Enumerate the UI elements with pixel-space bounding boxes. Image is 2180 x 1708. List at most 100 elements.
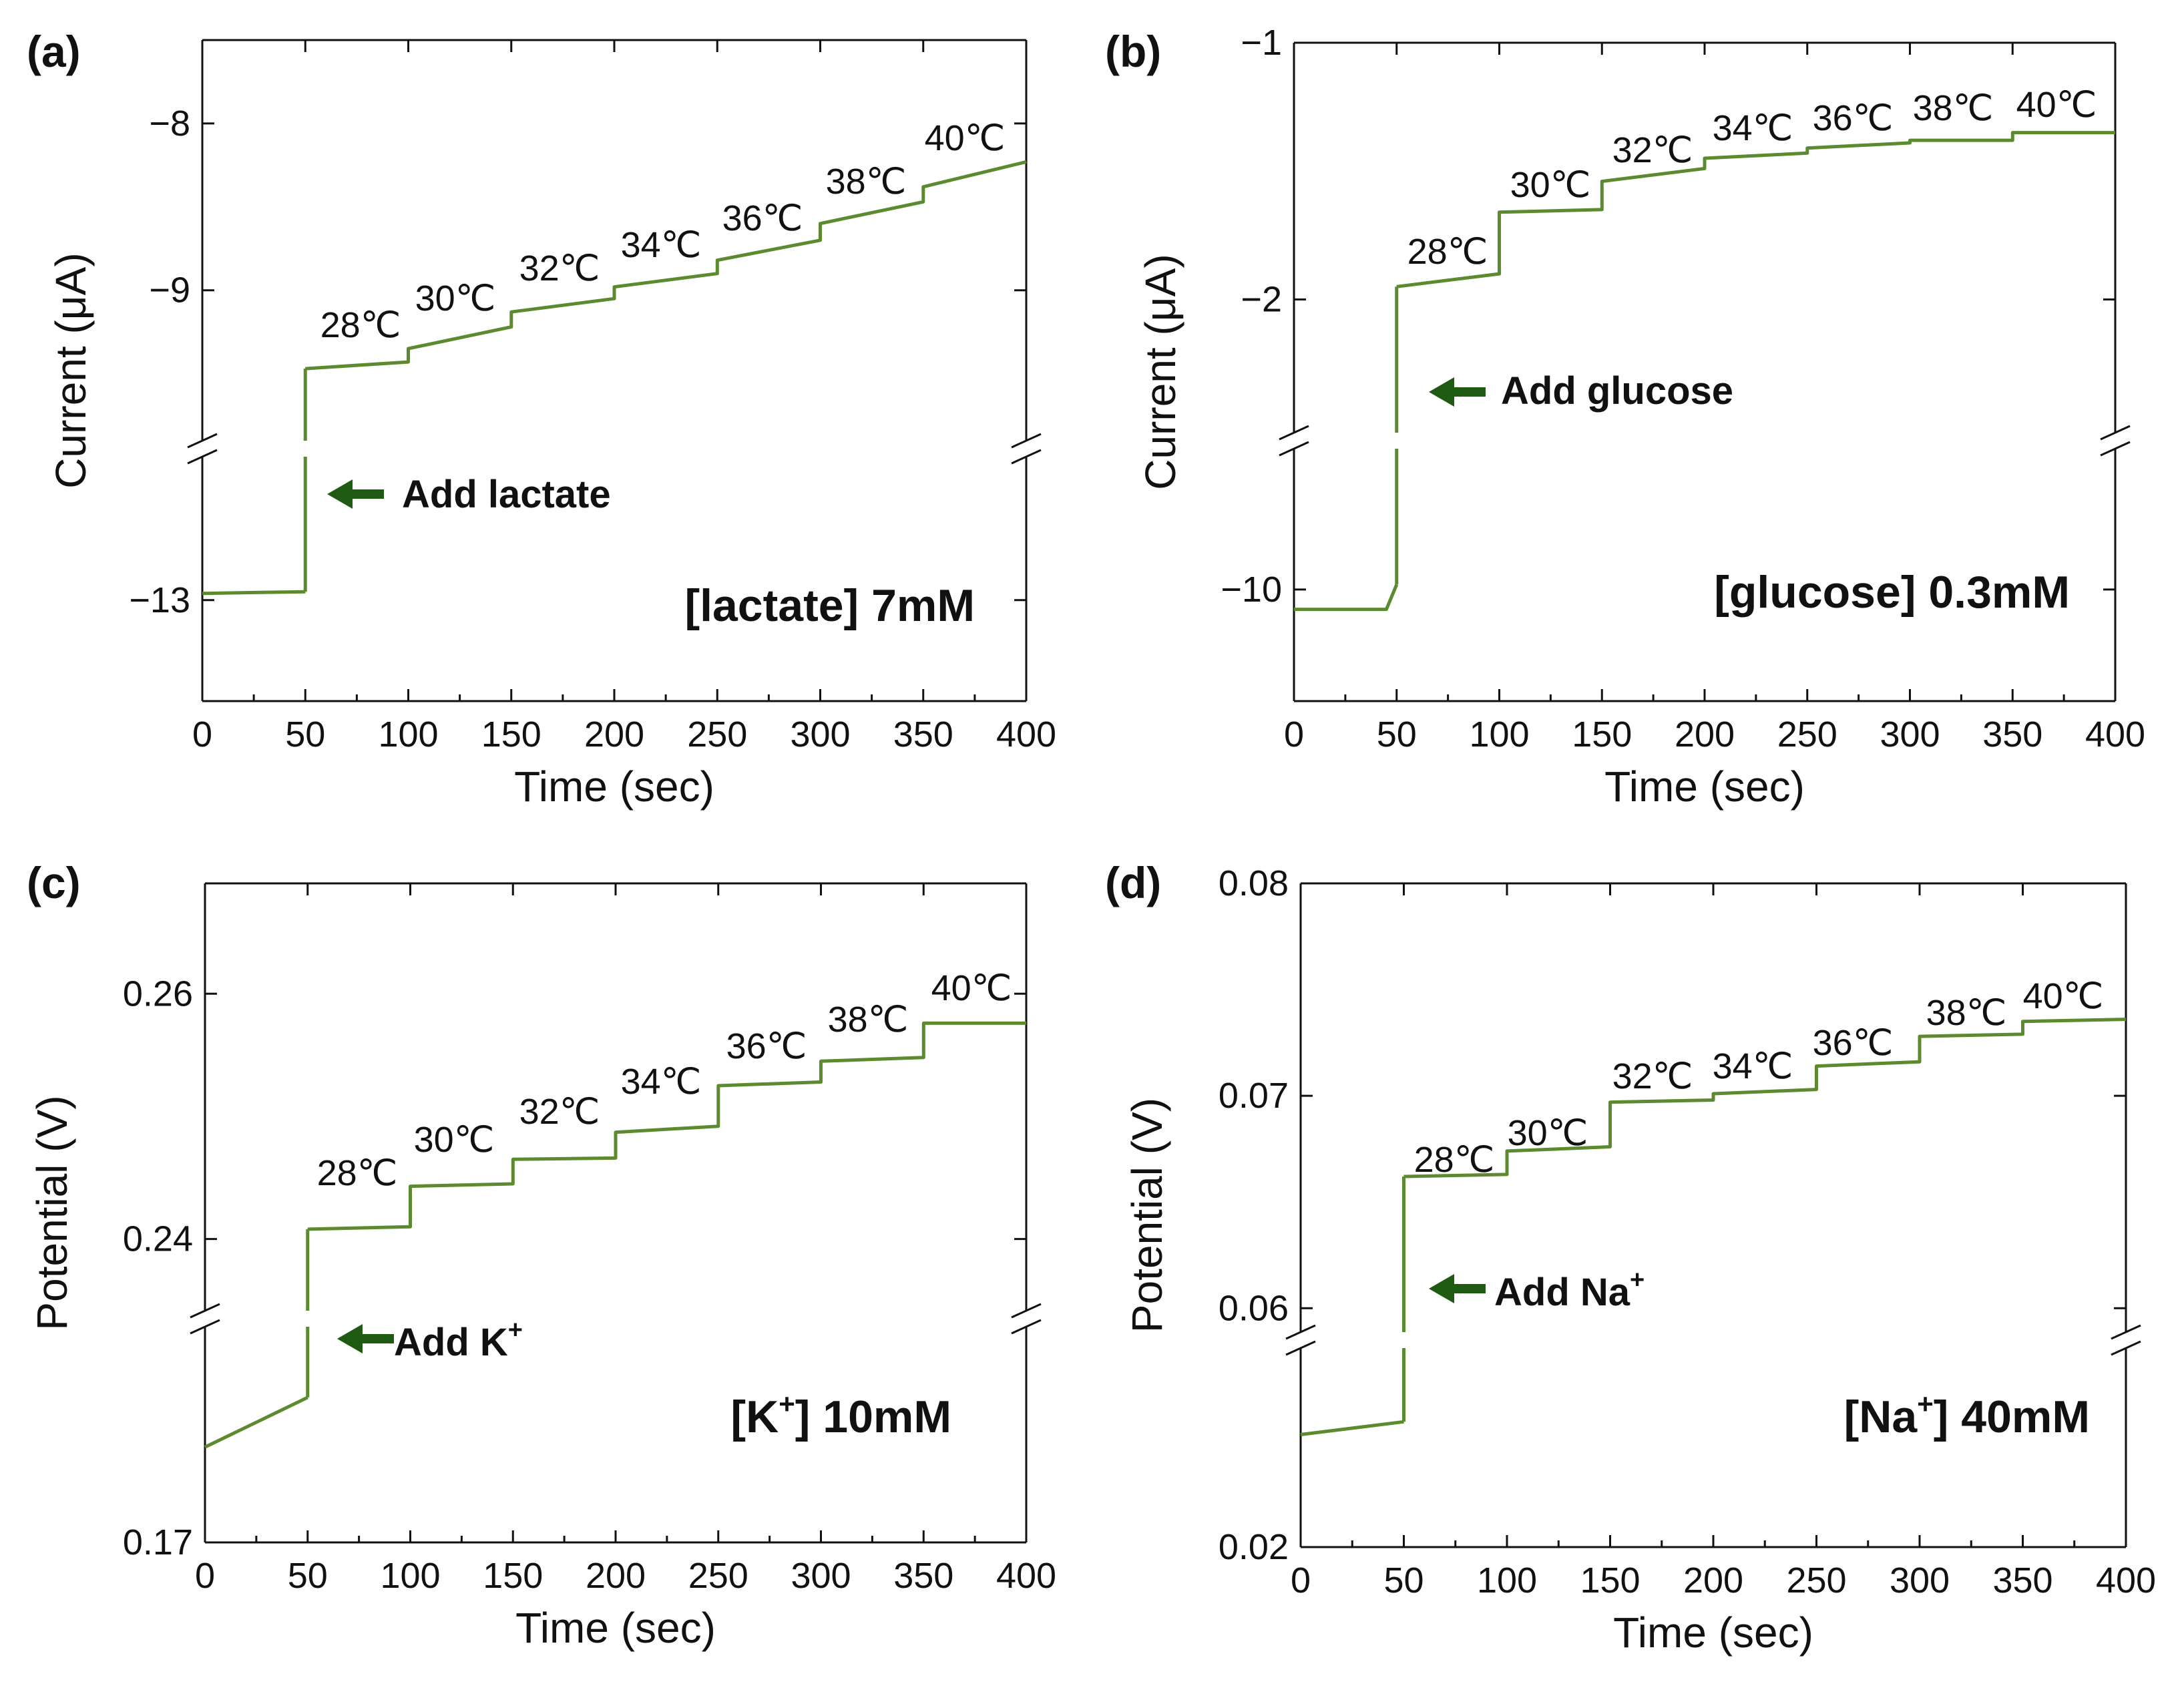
axis-break-mark bbox=[1285, 1324, 1316, 1340]
concentration-label: [Na+] 40mM bbox=[1844, 1388, 2090, 1442]
y-tick-label: 0.26 bbox=[123, 974, 193, 1014]
concentration-label: [glucose] 0.3mM bbox=[1714, 567, 2070, 618]
x-axis-label: Time (sec) bbox=[515, 1604, 716, 1652]
x-tick-label: 350 bbox=[893, 1556, 953, 1596]
panel-label: (b) bbox=[1105, 27, 1161, 76]
temperature-label: 36℃ bbox=[1813, 98, 1894, 138]
x-tick-label: 100 bbox=[380, 1556, 440, 1596]
temperature-label: 30℃ bbox=[1508, 1113, 1588, 1153]
y-tick-label: −10 bbox=[1221, 570, 1282, 610]
x-tick-label: 300 bbox=[791, 1556, 851, 1596]
temperature-label: 34℃ bbox=[621, 1062, 702, 1102]
chart-panel-a: 0 50 100 150 200 250 300 350 400 −13 −9 −8 Time (sec… bbox=[27, 27, 1056, 811]
x-tick-label: 150 bbox=[1580, 1560, 1640, 1600]
y-tick-label: 0.06 bbox=[1219, 1288, 1289, 1328]
series-line-upper bbox=[307, 1021, 1026, 1231]
temperature-label: 32℃ bbox=[1612, 1056, 1693, 1096]
temperature-label: 36℃ bbox=[722, 198, 803, 238]
x-axis-label: Time (sec) bbox=[1604, 763, 1805, 811]
axis-break-mark bbox=[190, 1319, 220, 1335]
concentration-label: [K+] 10mM bbox=[730, 1388, 951, 1442]
y-tick-label: 0.07 bbox=[1219, 1076, 1289, 1116]
x-tick-label: 200 bbox=[1683, 1560, 1743, 1600]
temperature-label: 28℃ bbox=[1414, 1140, 1495, 1180]
series-line-upper bbox=[1403, 1018, 2127, 1179]
x-tick-label: 200 bbox=[1675, 714, 1735, 755]
x-tick-label: 150 bbox=[481, 714, 541, 755]
x-tick-label: 50 bbox=[288, 1556, 328, 1596]
series-line-lower bbox=[1294, 584, 1399, 612]
x-tick-label: 300 bbox=[1890, 1560, 1950, 1600]
y-axis-label: Potential (V) bbox=[28, 1095, 76, 1330]
axis-break-mark bbox=[1279, 441, 1309, 457]
panel-label: (d) bbox=[1105, 858, 1161, 907]
y-tick-label: 0.17 bbox=[123, 1522, 193, 1562]
axis-break-mark bbox=[1279, 425, 1309, 441]
x-tick-label: 400 bbox=[996, 1556, 1056, 1596]
axis-break-mark bbox=[187, 433, 218, 449]
axis-break-mark bbox=[1285, 1340, 1316, 1356]
x-tick-label: 0 bbox=[192, 714, 212, 755]
annotation-arrow-head bbox=[337, 1324, 363, 1353]
series-line-lower bbox=[1300, 1420, 1404, 1436]
y-tick-label: −9 bbox=[149, 270, 190, 310]
axis-break-mark bbox=[187, 449, 218, 465]
axis-break-mark bbox=[1011, 1303, 1042, 1319]
x-tick-label: 50 bbox=[1377, 714, 1417, 755]
x-tick-label: 100 bbox=[378, 714, 438, 755]
panel-label: (a) bbox=[27, 27, 81, 76]
temperature-label: 38℃ bbox=[1926, 993, 2007, 1033]
x-axis-label: Time (sec) bbox=[514, 763, 714, 811]
x-tick-label: 350 bbox=[893, 714, 953, 755]
add-annotation-label: Add lactate bbox=[402, 473, 611, 516]
x-tick-label: 350 bbox=[1992, 1560, 2052, 1600]
panel-label: (c) bbox=[27, 858, 81, 907]
y-axis-label: Current (μA) bbox=[47, 252, 95, 488]
x-tick-label: 50 bbox=[285, 714, 325, 755]
x-tick-label: 250 bbox=[1786, 1560, 1846, 1600]
x-axis-label: Time (sec) bbox=[1613, 1609, 1813, 1657]
concentration-label: [lactate] 7mM bbox=[684, 580, 975, 631]
temperature-label: 32℃ bbox=[519, 1092, 600, 1132]
x-tick-label: 200 bbox=[586, 1556, 646, 1596]
axis-break-mark bbox=[2100, 425, 2131, 441]
axis-break-mark bbox=[2111, 1340, 2141, 1356]
temperature-label: 38℃ bbox=[1913, 88, 1994, 128]
y-tick-label: −2 bbox=[1241, 280, 1282, 320]
y-axis-label: Potential (V) bbox=[1123, 1098, 1171, 1333]
annotation-arrow-head bbox=[327, 479, 353, 509]
temperature-label: 34℃ bbox=[1713, 108, 1793, 148]
x-tick-label: 100 bbox=[1477, 1560, 1537, 1600]
x-tick-label: 250 bbox=[687, 714, 747, 755]
chart-panel-b: 0 50 100 150 200 250 300 350 400 −10 −2 −1 Time (sec… bbox=[1105, 23, 2145, 811]
series-line-upper bbox=[1396, 131, 2115, 288]
x-tick-label: 50 bbox=[1383, 1560, 1424, 1600]
y-tick-label: 0.24 bbox=[123, 1219, 193, 1259]
y-tick-label: −13 bbox=[129, 580, 190, 620]
x-tick-label: 300 bbox=[1880, 714, 1940, 755]
temperature-label: 28℃ bbox=[1407, 232, 1488, 272]
temperature-label: 38℃ bbox=[826, 162, 907, 202]
temperature-label: 32℃ bbox=[519, 248, 600, 288]
series-line-lower bbox=[204, 1396, 308, 1449]
x-tick-label: 150 bbox=[483, 1556, 543, 1596]
temperature-label: 32℃ bbox=[1612, 130, 1693, 170]
axis-break-mark bbox=[1011, 433, 1042, 449]
temperature-label: 30℃ bbox=[1510, 165, 1591, 205]
temperature-label: 40℃ bbox=[2016, 85, 2097, 125]
x-tick-label: 0 bbox=[195, 1556, 215, 1596]
temperature-label: 36℃ bbox=[726, 1026, 807, 1066]
temperature-label: 28℃ bbox=[317, 1153, 398, 1193]
x-tick-label: 150 bbox=[1572, 714, 1632, 755]
annotation-arrow-head bbox=[1429, 377, 1454, 407]
axis-break-mark bbox=[190, 1303, 220, 1319]
x-tick-label: 400 bbox=[2096, 1560, 2156, 1600]
temperature-label: 34℃ bbox=[621, 225, 702, 265]
x-tick-label: 100 bbox=[1469, 714, 1529, 755]
x-tick-label: 250 bbox=[1777, 714, 1837, 755]
axis-break-mark bbox=[2111, 1324, 2141, 1340]
temperature-label: 36℃ bbox=[1813, 1023, 1894, 1063]
x-tick-label: 350 bbox=[1982, 714, 2042, 755]
temperature-label: 40℃ bbox=[925, 118, 1006, 158]
